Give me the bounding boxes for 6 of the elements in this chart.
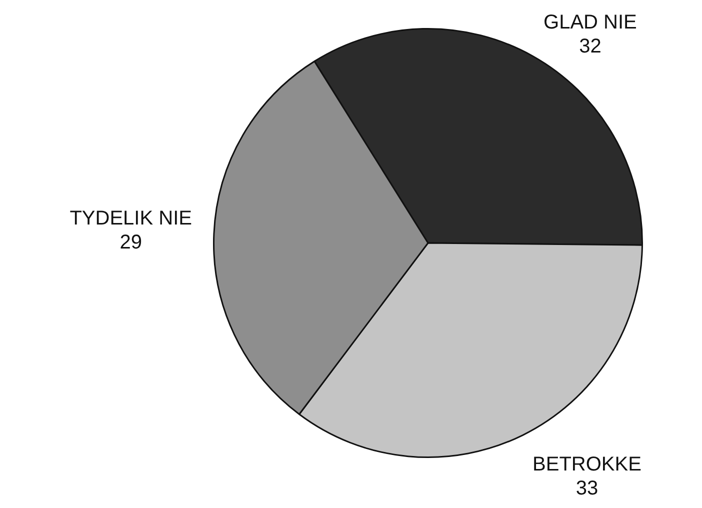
slice-label: GLAD NIE [544, 11, 637, 34]
slice-label: BETROKKE [532, 453, 642, 476]
data-label: 33 [576, 477, 598, 500]
slice-label: TYDELIK NIE [70, 207, 192, 230]
data-label: 32 [579, 35, 602, 58]
data-label: 29 [120, 231, 142, 254]
